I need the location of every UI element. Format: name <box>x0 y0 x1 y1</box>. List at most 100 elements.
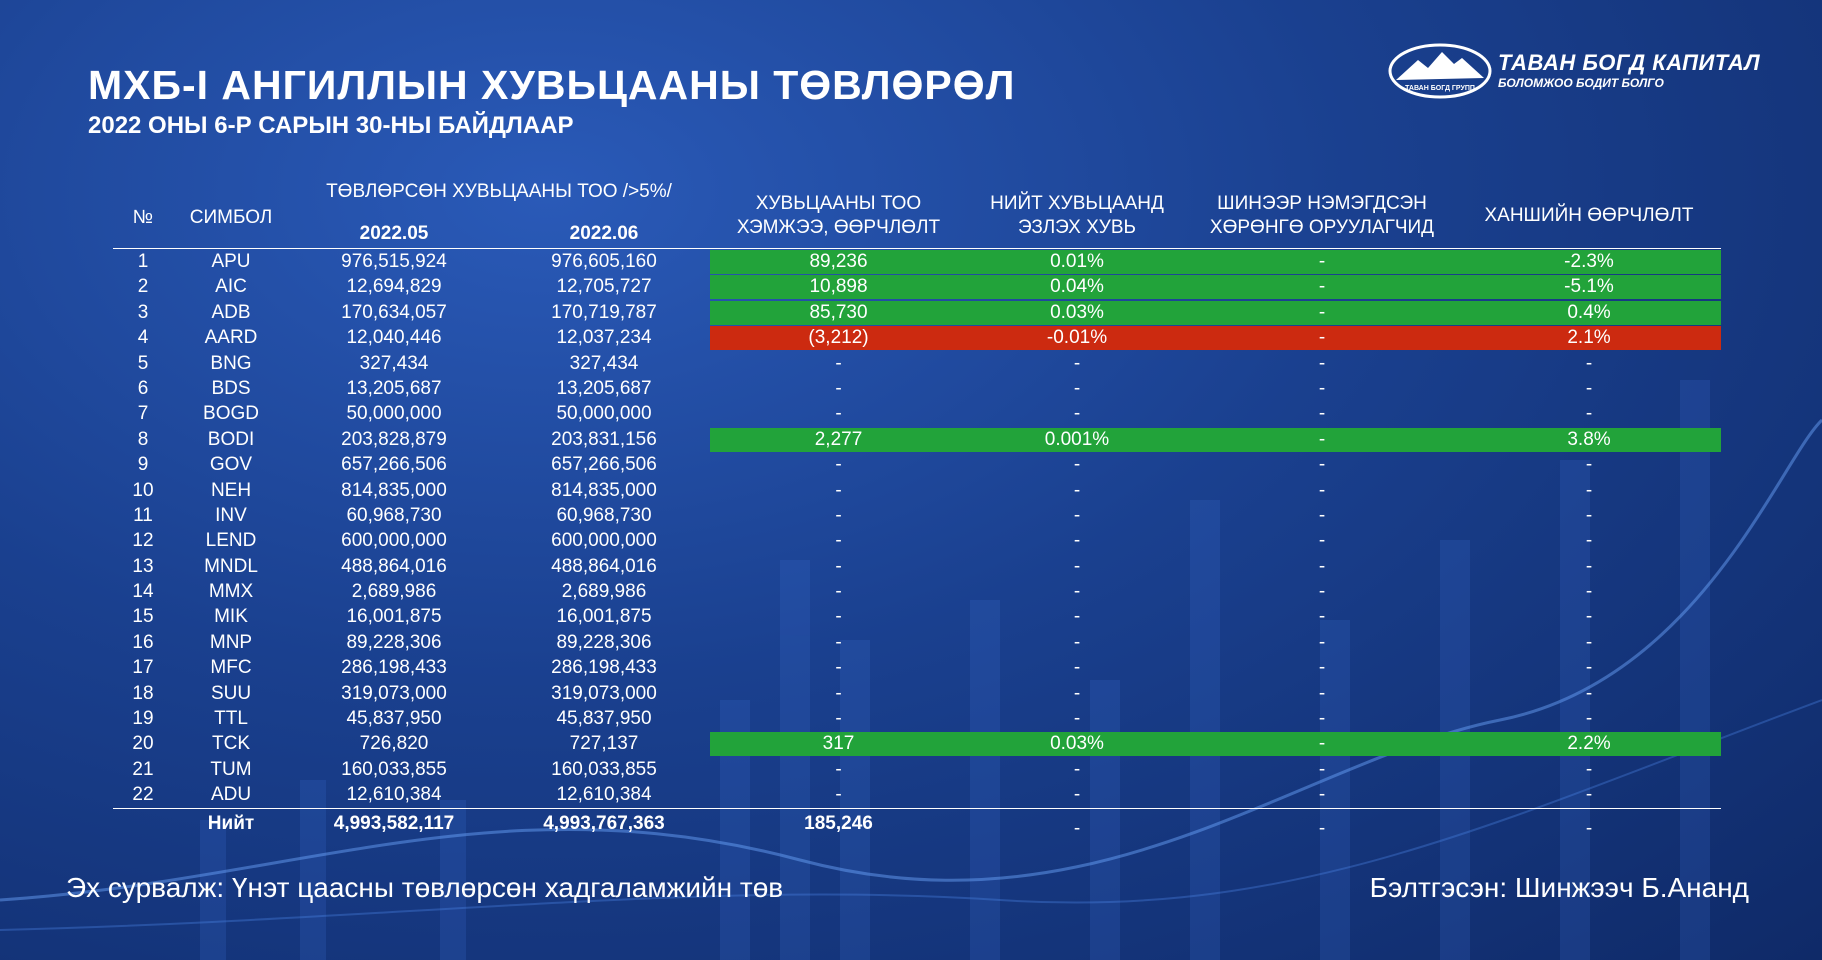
header-month-may: 2022.05 <box>359 223 429 244</box>
cell-share: - <box>1073 708 1081 730</box>
total-change: 185,246 <box>804 812 873 834</box>
cell-no: 11 <box>133 504 153 526</box>
logo-tagline: БОЛОМЖОО БОДИТ БОЛГО <box>1498 76 1664 90</box>
cell-symbol: ADU <box>210 784 252 806</box>
cell-jun: 12,610,384 <box>556 784 652 806</box>
cell-price-change: - <box>1585 581 1593 603</box>
cell-no: 13 <box>132 555 154 577</box>
cell-new-investors: - <box>1318 708 1326 730</box>
cell-share: - <box>1073 631 1081 653</box>
cell-jun: 12,037,234 <box>556 327 652 349</box>
cell-new-investors: - <box>1318 454 1326 476</box>
cell-jun: 600,000,000 <box>551 530 657 552</box>
table-header: № СИМБОЛ ТӨВЛӨРСӨН ХУВЬЦААНЫ ТОО />5%/ 2… <box>113 172 1721 249</box>
cell-may: 488,864,016 <box>341 555 447 577</box>
cell-price-change: - <box>1585 682 1593 704</box>
cell-price-change: - <box>1585 784 1593 806</box>
table-row: 2 AIC 12,694,829 12,705,727 10,898 0.04% - -5.1… <box>113 274 1721 300</box>
cell-price-change: -2.3% <box>1564 251 1614 272</box>
total-share: - <box>1073 817 1081 839</box>
cell-new-investors: - <box>1318 504 1326 526</box>
cell-no: 6 <box>137 377 149 399</box>
header-new-investors: ШИНЭЭР НЭМЭГДСЭН ХӨРӨНГӨ ОРУУЛАГЧИД <box>1209 193 1435 238</box>
cell-may: 814,835,000 <box>341 479 447 501</box>
cell-price-change: 0.4% <box>1567 301 1611 323</box>
cell-jun: 976,605,160 <box>551 251 657 272</box>
header-centralized: ТӨВЛӨРСӨН ХУВЬЦААНЫ ТОО />5%/ <box>326 181 672 202</box>
cell-symbol: APU <box>211 251 251 272</box>
cell-new-investors: - <box>1318 327 1326 349</box>
cell-price-change: - <box>1585 352 1593 374</box>
cell-symbol: MFC <box>210 657 252 679</box>
table-row: 9 GOV 657,266,506 657,266,506 - - - - <box>113 452 1721 477</box>
cell-change: - <box>835 454 842 476</box>
cell-symbol: NEH <box>210 479 252 501</box>
cell-change: 2,277 <box>814 428 863 450</box>
cell-new-investors: - <box>1318 479 1326 501</box>
cell-jun: 16,001,875 <box>556 606 652 628</box>
cell-symbol: MIK <box>214 606 248 628</box>
cell-change: (3,212) <box>808 327 869 349</box>
cell-may: 976,515,924 <box>341 251 447 272</box>
cell-no: 12 <box>132 530 154 552</box>
cell-no: 2 <box>137 276 149 298</box>
cell-new-investors: - <box>1318 428 1326 450</box>
cell-may: 89,228,306 <box>346 631 442 653</box>
cell-new-investors: - <box>1318 251 1326 272</box>
cell-no: 22 <box>132 784 154 806</box>
cell-symbol: LEND <box>205 530 257 552</box>
cell-change: - <box>835 377 842 399</box>
cell-no: 19 <box>132 708 154 730</box>
cell-no: 21 <box>132 758 154 780</box>
cell-change: - <box>835 352 842 374</box>
cell-no: 9 <box>137 454 149 476</box>
cell-symbol: BNG <box>210 352 252 374</box>
cell-new-investors: - <box>1318 733 1326 755</box>
cell-jun: 203,831,156 <box>551 428 657 450</box>
mountain-logo-icon: ТАВАН БОГД ГРУПП <box>1388 43 1492 99</box>
cell-jun: 50,000,000 <box>556 403 652 425</box>
table-row: 22 ADU 12,610,384 12,610,384 - - - - <box>113 782 1721 807</box>
cell-price-change: -5.1% <box>1564 276 1614 298</box>
cell-symbol: BOGD <box>203 403 259 425</box>
cell-jun: 45,837,950 <box>556 708 652 730</box>
cell-share: - <box>1073 454 1081 476</box>
cell-price-change: - <box>1585 479 1593 501</box>
cell-share: - <box>1073 352 1081 374</box>
cell-symbol: BDS <box>211 377 251 399</box>
cell-no: 8 <box>137 428 149 450</box>
table-row: 8 BODI 203,828,879 203,831,156 2,277 0.001% - 3… <box>113 427 1721 452</box>
cell-may: 2,689,986 <box>351 581 437 603</box>
cell-change: - <box>835 479 842 501</box>
cell-change: - <box>835 631 842 653</box>
cell-symbol: GOV <box>209 454 253 476</box>
positive-highlight <box>710 300 1721 325</box>
cell-no: 18 <box>132 682 154 704</box>
cell-change: - <box>835 784 842 806</box>
table-row: 4 AARD 12,040,446 12,037,234 (3,212) -0.01% - 2… <box>113 325 1721 351</box>
table-row: 17 MFC 286,198,433 286,198,433 - - - - <box>113 655 1721 680</box>
table-row: 1 APU 976,515,924 976,605,160 89,236 0.01% - -2… <box>113 249 1721 274</box>
positive-highlight <box>710 427 1721 452</box>
cell-may: 286,198,433 <box>341 657 447 679</box>
cell-may: 657,266,506 <box>341 454 447 476</box>
header-month-jun: 2022.06 <box>569 223 639 244</box>
table-row: 15 MIK 16,001,875 16,001,875 - - - - <box>113 604 1721 629</box>
cell-price-change: 2.2% <box>1567 733 1611 755</box>
cell-may: 319,073,000 <box>341 682 447 704</box>
shareholding-table: № СИМБОЛ ТӨВЛӨРСӨН ХУВЬЦААНЫ ТОО />5%/ 2… <box>113 172 1721 843</box>
cell-change: 317 <box>822 733 855 755</box>
table-row: 11 INV 60,968,730 60,968,730 - - - - <box>113 503 1721 528</box>
cell-price-change: - <box>1585 708 1593 730</box>
cell-jun: 814,835,000 <box>551 479 657 501</box>
total-label: Нийт <box>207 812 255 834</box>
cell-symbol: TUM <box>210 758 252 780</box>
header-price-change: ХАНШИЙН ӨӨРЧЛӨЛТ <box>1484 205 1694 226</box>
cell-no: 1 <box>137 251 149 272</box>
cell-new-investors: - <box>1318 352 1326 374</box>
cell-new-investors: - <box>1318 682 1326 704</box>
cell-may: 50,000,000 <box>346 403 442 425</box>
cell-jun: 170,719,787 <box>551 301 657 323</box>
table-row: 13 MNDL 488,864,016 488,864,016 - - - - <box>113 554 1721 579</box>
total-jun: 4,993,767,363 <box>543 812 665 834</box>
